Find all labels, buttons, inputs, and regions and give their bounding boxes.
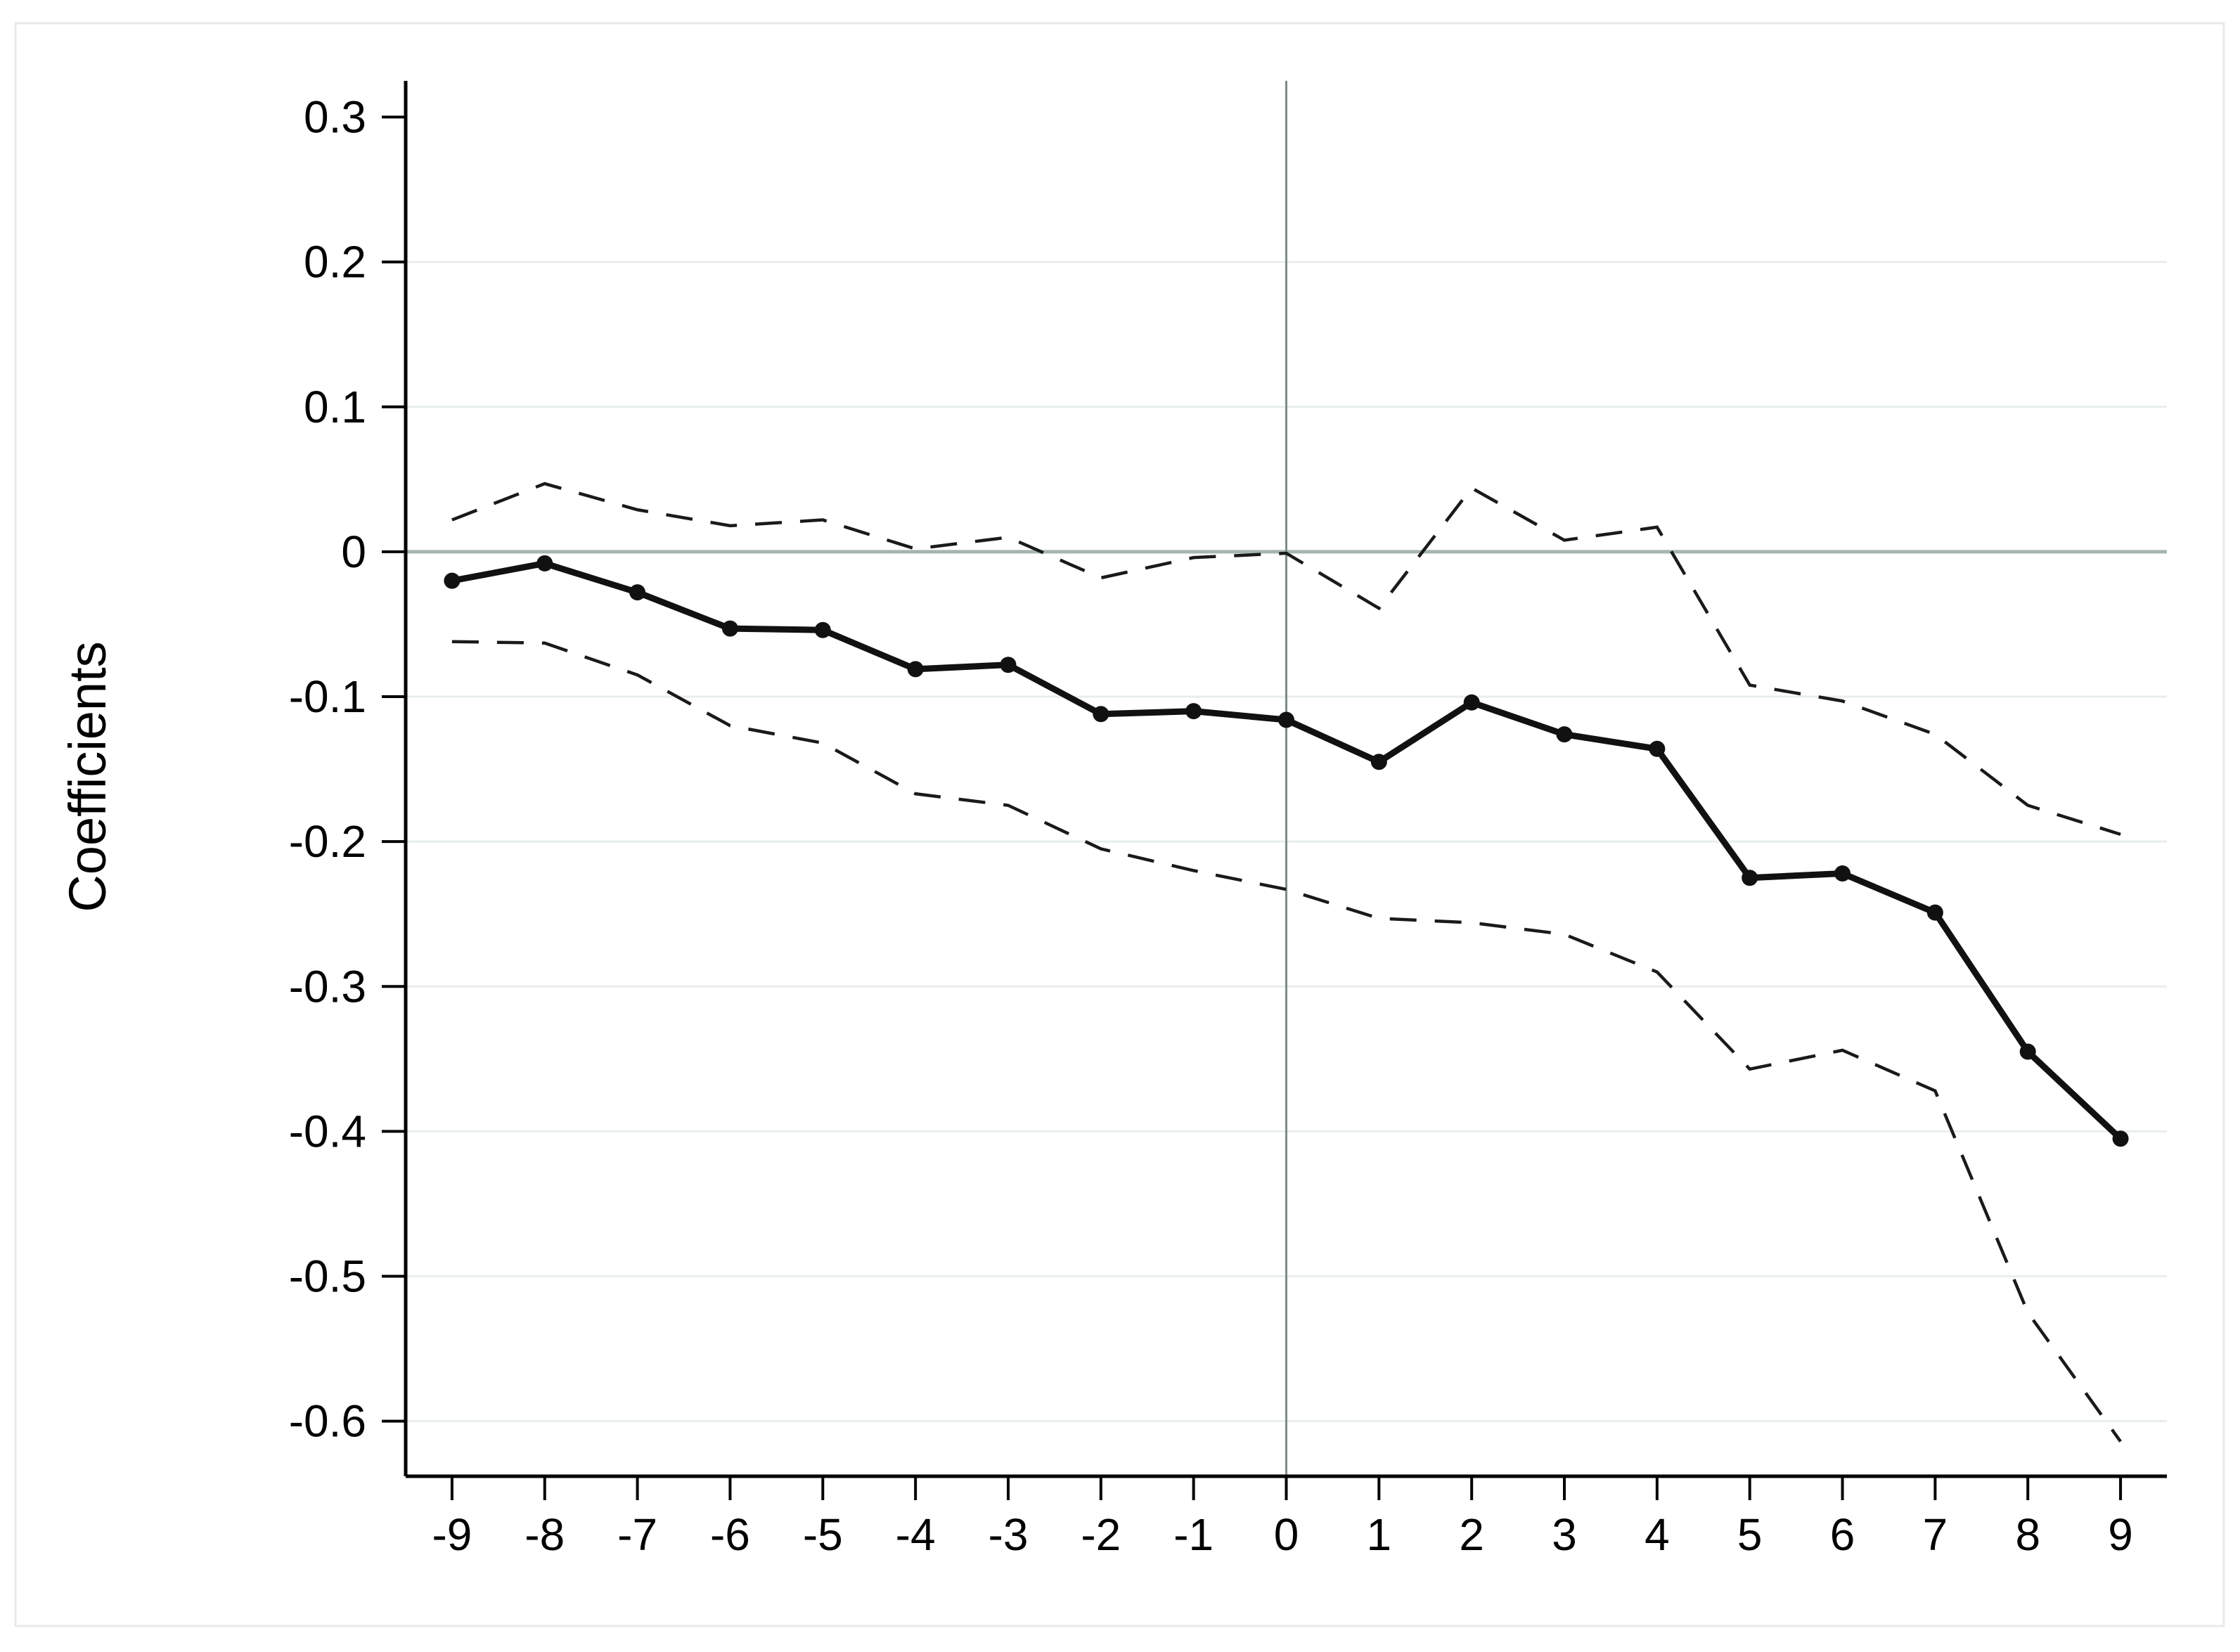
data-point-marker bbox=[1278, 711, 1294, 728]
data-point-marker bbox=[1926, 904, 1943, 921]
y-tick-label: -0.4 bbox=[289, 1106, 366, 1156]
x-tick-label: 8 bbox=[2015, 1509, 2040, 1560]
x-tick-label: -2 bbox=[1081, 1509, 1121, 1560]
x-tick-label: -4 bbox=[896, 1509, 936, 1560]
x-tick-label: -1 bbox=[1173, 1509, 1214, 1560]
data-point-marker bbox=[2019, 1043, 2036, 1060]
y-tick-label: -0.3 bbox=[289, 961, 366, 1012]
data-point-marker bbox=[1834, 865, 1851, 882]
data-point-marker bbox=[907, 661, 924, 678]
data-point-marker bbox=[721, 620, 738, 637]
y-tick-label: 0.3 bbox=[304, 92, 366, 143]
data-point-marker bbox=[1093, 706, 1109, 723]
data-point-marker bbox=[1370, 754, 1387, 770]
data-point-marker bbox=[814, 621, 831, 638]
x-tick-label: 9 bbox=[2108, 1509, 2133, 1560]
y-axis-title: Coefficients bbox=[58, 641, 117, 912]
x-tick-label: -5 bbox=[803, 1509, 843, 1560]
data-point-marker bbox=[1649, 740, 1666, 757]
ci-lower-line bbox=[451, 640, 2122, 1443]
x-tick-label: 6 bbox=[1830, 1509, 1855, 1560]
y-tick-label: -0.5 bbox=[289, 1251, 366, 1302]
y-tick-group: 0.3 0.2 0.1 0 -0.1 -0.2 -0.3 -0.4 -0.5 -0.6 bbox=[289, 92, 406, 1447]
x-tick-label: 4 bbox=[1644, 1509, 1670, 1560]
y-tick-label: 0.2 bbox=[304, 237, 366, 288]
y-tick-label: 0.1 bbox=[304, 382, 366, 432]
data-point-marker bbox=[1742, 870, 1758, 886]
x-tick-label: 0 bbox=[1274, 1509, 1299, 1560]
x-tick-label: 5 bbox=[1737, 1509, 1763, 1560]
data-point-marker bbox=[444, 572, 461, 589]
data-point-marker bbox=[1000, 657, 1017, 673]
x-tick-label: 2 bbox=[1459, 1509, 1484, 1560]
data-point-marker bbox=[1463, 694, 1480, 711]
x-tick-label: 3 bbox=[1552, 1509, 1577, 1560]
data-point-marker bbox=[1556, 726, 1573, 743]
x-tick-label: -7 bbox=[617, 1509, 657, 1560]
x-tick-label: -6 bbox=[710, 1509, 750, 1560]
x-tick-label: -9 bbox=[432, 1509, 472, 1560]
x-tick-label: -3 bbox=[989, 1509, 1029, 1560]
ci-upper-line bbox=[451, 482, 2121, 837]
data-point-marker bbox=[629, 584, 646, 601]
x-tick-label: 1 bbox=[1367, 1509, 1392, 1560]
y-tick-label: -0.2 bbox=[289, 816, 366, 867]
y-tick-label: -0.1 bbox=[289, 671, 366, 722]
y-tick-label: -0.6 bbox=[289, 1396, 366, 1447]
x-tick-label: -8 bbox=[524, 1509, 565, 1560]
x-tick-label: 7 bbox=[1923, 1509, 1948, 1560]
coefficient-markers bbox=[444, 555, 2129, 1147]
x-tick-group: -9 -8 -7 -6 -5 -4 -3 -2 -1 0 1 2 3 4 5 6 7 8 9 bbox=[432, 1476, 2133, 1560]
data-point-marker bbox=[536, 555, 553, 572]
y-tick-label: 0 bbox=[341, 527, 366, 577]
data-point-marker bbox=[2112, 1130, 2129, 1147]
data-point-marker bbox=[1185, 703, 1202, 720]
figure-border bbox=[14, 22, 2225, 1627]
